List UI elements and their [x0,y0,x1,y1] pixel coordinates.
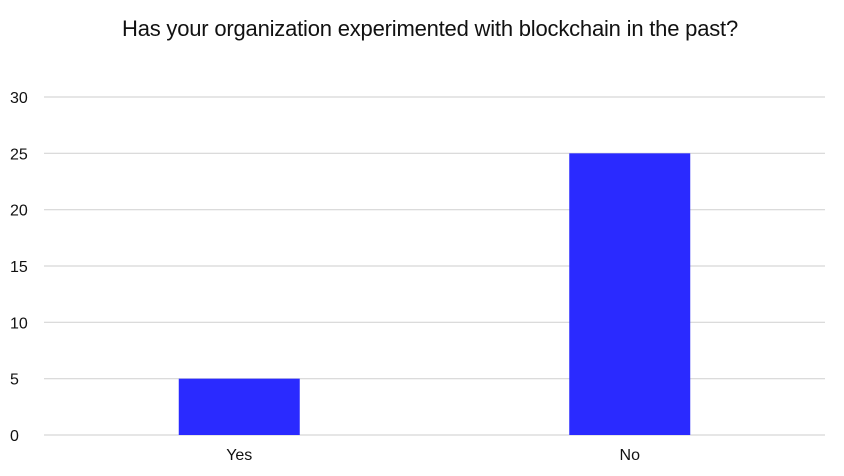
y-tick-label: 5 [10,372,19,389]
x-category-label: No [620,447,641,464]
y-tick-label: 20 [10,203,28,220]
y-tick-label: 30 [10,90,28,107]
bar-yes [178,378,300,435]
bars [178,153,691,436]
y-tick-label: 10 [10,315,28,332]
y-axis-tick-labels: 0 5 10 15 20 25 30 [10,90,28,445]
x-axis-category-labels: Yes No [226,447,640,464]
y-tick-label: 25 [10,146,28,163]
gridlines [44,96,825,436]
y-tick-label: 0 [10,428,19,445]
x-category-label: Yes [226,447,252,464]
chart-title: Has your organization experimented with … [122,16,738,41]
y-tick-label: 15 [10,259,28,276]
bar-no [569,153,691,436]
